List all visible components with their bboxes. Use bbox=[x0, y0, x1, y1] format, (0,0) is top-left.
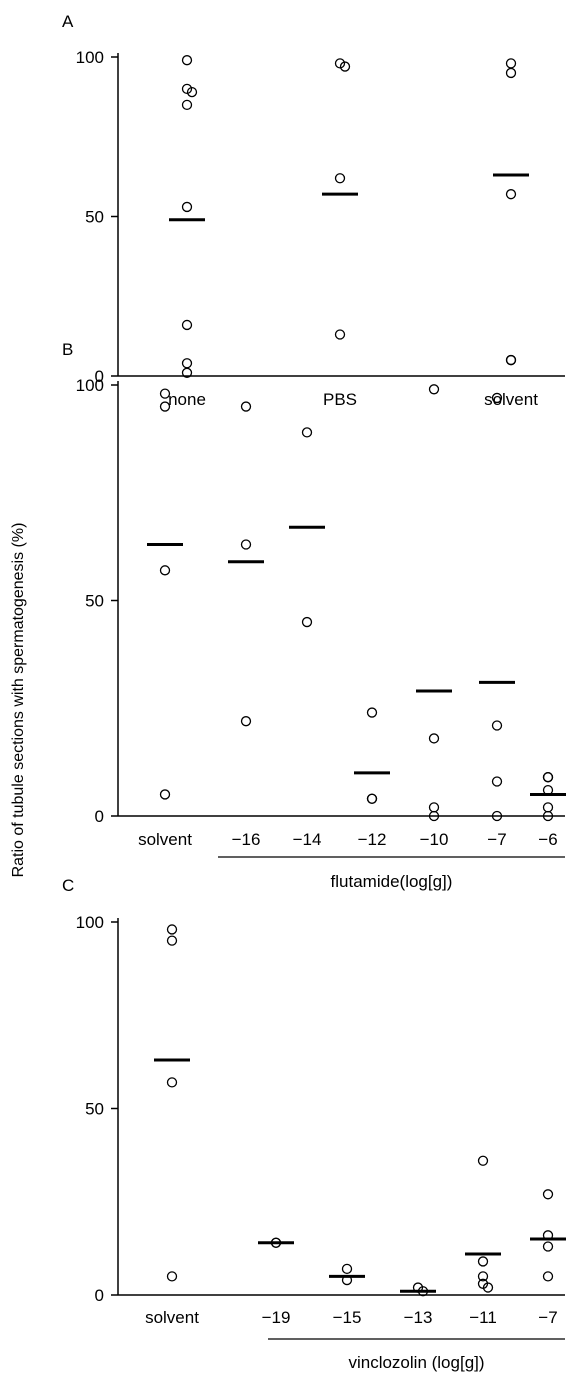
data-point bbox=[240, 539, 252, 550]
data-point bbox=[341, 1263, 353, 1275]
data-point bbox=[159, 565, 171, 576]
x-tick-label: −15 bbox=[333, 1308, 362, 1327]
data-point bbox=[505, 189, 517, 200]
data-point bbox=[159, 401, 171, 412]
y-tick-label: 100 bbox=[76, 913, 104, 932]
data-point bbox=[482, 1282, 494, 1293]
x-tick-label: −10 bbox=[420, 830, 449, 849]
data-point bbox=[186, 86, 198, 98]
data-point bbox=[477, 1155, 489, 1166]
data-point bbox=[181, 83, 193, 95]
data-point bbox=[505, 67, 517, 79]
data-point bbox=[366, 793, 378, 804]
x-tick-label: solvent bbox=[145, 1308, 199, 1327]
data-point bbox=[240, 716, 252, 727]
data-point bbox=[240, 401, 252, 412]
y-tick-label: 0 bbox=[95, 1286, 104, 1305]
data-point bbox=[159, 388, 171, 399]
data-point bbox=[428, 733, 440, 744]
y-axis-label: Ratio of tubule sections with spermatoge… bbox=[10, 523, 27, 878]
x-axis-label: flutamide(log[g]) bbox=[331, 872, 453, 891]
panel-b: B 0 50 100 solvent −16 −14 −12 −10 −7 −6 flutamide(… bbox=[62, 340, 566, 891]
x-tick-label: solvent bbox=[138, 830, 192, 849]
data-point bbox=[491, 720, 503, 731]
x-tick-label: −6 bbox=[538, 830, 557, 849]
data-point bbox=[491, 392, 503, 404]
panel-letter: A bbox=[62, 12, 74, 31]
y-tick-label: 50 bbox=[85, 1100, 104, 1119]
data-point bbox=[181, 367, 193, 378]
data-point bbox=[166, 1077, 178, 1088]
y-tick-label: 0 bbox=[95, 367, 104, 386]
x-tick-label: −16 bbox=[232, 830, 261, 849]
data-point bbox=[334, 173, 346, 184]
data-point bbox=[542, 810, 554, 822]
x-tick-label: −12 bbox=[358, 830, 387, 849]
x-tick-label: −7 bbox=[538, 1308, 557, 1327]
x-axis-label: vinclozolin (log[g]) bbox=[348, 1353, 484, 1372]
data-point bbox=[181, 358, 193, 369]
data-point bbox=[505, 354, 517, 366]
y-tick-label: 100 bbox=[76, 376, 104, 395]
y-tick-label: 50 bbox=[85, 208, 104, 227]
data-point bbox=[542, 1241, 554, 1252]
data-point bbox=[542, 1271, 554, 1282]
data-point bbox=[181, 201, 193, 213]
x-tick-label: none bbox=[168, 390, 206, 409]
data-point bbox=[428, 810, 440, 822]
data-point bbox=[181, 55, 193, 66]
data-point bbox=[301, 616, 313, 628]
data-point bbox=[477, 1256, 489, 1267]
data-point bbox=[166, 935, 178, 946]
data-point bbox=[491, 776, 503, 787]
panel-letter: C bbox=[62, 876, 74, 895]
data-point bbox=[181, 319, 193, 331]
data-point bbox=[542, 1189, 554, 1200]
data-point bbox=[301, 427, 313, 438]
data-point bbox=[505, 58, 517, 69]
data-point bbox=[181, 99, 193, 110]
x-tick-label: −14 bbox=[293, 830, 322, 849]
data-point bbox=[334, 329, 346, 340]
data-point bbox=[166, 1271, 178, 1282]
data-point bbox=[334, 58, 346, 69]
x-tick-label: solvent bbox=[484, 390, 538, 409]
y-tick-label: 100 bbox=[76, 48, 104, 67]
x-tick-label: −7 bbox=[487, 830, 506, 849]
data-point bbox=[366, 707, 378, 718]
x-tick-label: −13 bbox=[404, 1308, 433, 1327]
x-tick-label: PBS bbox=[323, 390, 357, 409]
data-point bbox=[491, 810, 503, 822]
data-point bbox=[166, 924, 178, 935]
data-point bbox=[428, 384, 440, 395]
data-point bbox=[542, 802, 554, 813]
data-point bbox=[159, 789, 171, 800]
x-tick-label: −19 bbox=[262, 1308, 291, 1327]
data-point bbox=[339, 61, 351, 72]
y-tick-label: 50 bbox=[85, 592, 104, 611]
x-tick-label: −11 bbox=[469, 1308, 497, 1327]
data-point bbox=[542, 772, 554, 783]
data-point bbox=[477, 1271, 489, 1282]
panel-a: A 0 50 100 none PBS solvent bbox=[62, 12, 565, 409]
panel-letter: B bbox=[62, 340, 73, 359]
y-tick-label: 0 bbox=[95, 807, 104, 826]
data-point bbox=[428, 802, 440, 813]
panel-c: C 0 50 100 solvent −19 −15 −13 −11 −7 vinclozolin … bbox=[62, 876, 566, 1372]
